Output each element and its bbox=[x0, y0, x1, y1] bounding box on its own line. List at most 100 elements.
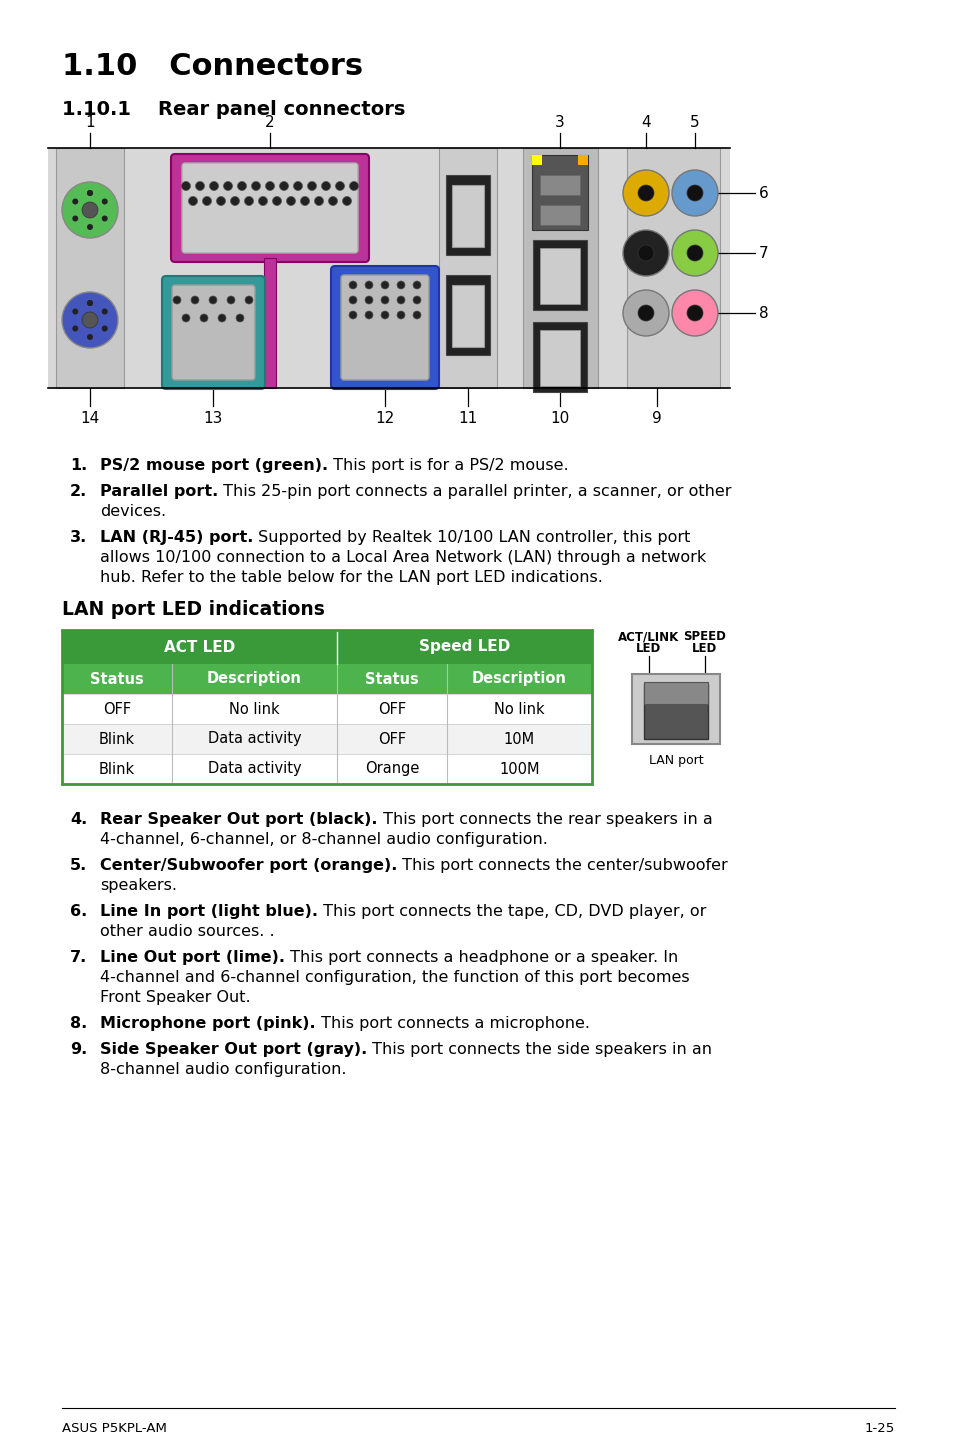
Text: 2: 2 bbox=[265, 115, 274, 129]
Circle shape bbox=[349, 280, 356, 289]
Text: 9.: 9. bbox=[70, 1043, 87, 1057]
Circle shape bbox=[294, 181, 302, 190]
Text: This port connects the center/subwoofer: This port connects the center/subwoofer bbox=[397, 858, 727, 873]
Text: devices.: devices. bbox=[100, 503, 166, 519]
Bar bbox=[62, 695, 592, 723]
Text: This port connects the rear speakers in a: This port connects the rear speakers in … bbox=[377, 812, 712, 827]
Text: Status: Status bbox=[90, 672, 144, 686]
Text: 4-channel, 6-channel, or 8-channel audio configuration.: 4-channel, 6-channel, or 8-channel audio… bbox=[100, 833, 547, 847]
Text: OFF: OFF bbox=[377, 732, 406, 746]
Circle shape bbox=[671, 230, 718, 276]
Bar bbox=[452, 186, 483, 247]
Circle shape bbox=[279, 181, 288, 190]
Circle shape bbox=[686, 244, 702, 262]
Text: 100M: 100M bbox=[498, 762, 539, 777]
Text: LED: LED bbox=[692, 641, 717, 654]
Circle shape bbox=[638, 305, 654, 321]
Text: 9: 9 bbox=[652, 411, 661, 426]
Text: 10: 10 bbox=[550, 411, 569, 426]
Circle shape bbox=[365, 311, 373, 319]
Text: This port connects the side speakers in an: This port connects the side speakers in … bbox=[367, 1043, 712, 1057]
Circle shape bbox=[273, 197, 281, 206]
Text: 12: 12 bbox=[375, 411, 395, 426]
Circle shape bbox=[622, 290, 668, 336]
Text: 1.10.1    Rear panel connectors: 1.10.1 Rear panel connectors bbox=[62, 101, 405, 119]
Text: Blink: Blink bbox=[99, 732, 135, 746]
Circle shape bbox=[235, 313, 244, 322]
Text: 8-channel audio configuration.: 8-channel audio configuration. bbox=[100, 1063, 346, 1077]
Circle shape bbox=[72, 325, 78, 332]
Circle shape bbox=[671, 170, 718, 216]
Circle shape bbox=[300, 197, 309, 206]
Text: This port is for a PS/2 mouse.: This port is for a PS/2 mouse. bbox=[328, 457, 568, 473]
Circle shape bbox=[686, 186, 702, 201]
Circle shape bbox=[286, 197, 295, 206]
Circle shape bbox=[172, 296, 181, 303]
Circle shape bbox=[413, 311, 420, 319]
Text: Speed LED: Speed LED bbox=[418, 640, 510, 654]
Circle shape bbox=[62, 183, 118, 239]
Circle shape bbox=[182, 313, 190, 322]
Circle shape bbox=[349, 296, 356, 303]
Bar bbox=[62, 630, 592, 784]
Text: This port connects the tape, CD, DVD player, or: This port connects the tape, CD, DVD pla… bbox=[317, 905, 705, 919]
Text: 14: 14 bbox=[80, 411, 99, 426]
Text: 7: 7 bbox=[759, 246, 768, 260]
Circle shape bbox=[396, 311, 405, 319]
FancyBboxPatch shape bbox=[182, 162, 357, 253]
Circle shape bbox=[62, 292, 118, 348]
Text: 3.: 3. bbox=[70, 531, 87, 545]
Text: 1.: 1. bbox=[70, 457, 87, 473]
Circle shape bbox=[72, 198, 78, 204]
Text: speakers.: speakers. bbox=[100, 879, 177, 893]
Bar bbox=[532, 155, 587, 230]
Text: Center/Subwoofer port (orange).: Center/Subwoofer port (orange). bbox=[100, 858, 397, 873]
Bar bbox=[62, 664, 592, 695]
Bar bbox=[643, 684, 707, 739]
Circle shape bbox=[87, 301, 92, 306]
Circle shape bbox=[265, 181, 274, 190]
Bar bbox=[533, 240, 586, 311]
Text: This 25-pin port connects a parallel printer, a scanner, or other: This 25-pin port connects a parallel pri… bbox=[218, 485, 731, 499]
Circle shape bbox=[349, 311, 356, 319]
Text: LAN port LED indications: LAN port LED indications bbox=[62, 600, 325, 618]
Text: 2.: 2. bbox=[70, 485, 87, 499]
Circle shape bbox=[686, 305, 702, 321]
Bar bbox=[62, 754, 592, 784]
Text: This port connects a microphone.: This port connects a microphone. bbox=[315, 1017, 589, 1031]
Circle shape bbox=[365, 296, 373, 303]
Circle shape bbox=[181, 181, 191, 190]
Circle shape bbox=[202, 197, 212, 206]
Text: Supported by Realtek 10/100 LAN controller, this port: Supported by Realtek 10/100 LAN controll… bbox=[253, 531, 690, 545]
Circle shape bbox=[380, 296, 389, 303]
Text: Rear Speaker Out port (black).: Rear Speaker Out port (black). bbox=[100, 812, 377, 827]
Circle shape bbox=[216, 197, 225, 206]
Text: 3: 3 bbox=[555, 115, 564, 129]
Bar bbox=[539, 247, 579, 303]
Text: ASUS P5KPL-AM: ASUS P5KPL-AM bbox=[62, 1422, 167, 1435]
Circle shape bbox=[413, 296, 420, 303]
Text: 5.: 5. bbox=[70, 858, 87, 873]
Text: 8.: 8. bbox=[70, 1017, 87, 1031]
Bar bbox=[532, 155, 541, 165]
Text: Microphone port (pink).: Microphone port (pink). bbox=[100, 1017, 315, 1031]
Circle shape bbox=[72, 309, 78, 315]
Circle shape bbox=[82, 312, 98, 328]
Text: 10M: 10M bbox=[503, 732, 535, 746]
Bar bbox=[522, 148, 598, 388]
Circle shape bbox=[87, 301, 92, 306]
Circle shape bbox=[231, 197, 239, 206]
Circle shape bbox=[307, 181, 316, 190]
Bar bbox=[539, 329, 579, 385]
Text: PS/2 mouse port (green).: PS/2 mouse port (green). bbox=[100, 457, 328, 473]
Text: 4.: 4. bbox=[70, 812, 87, 827]
Text: 11: 11 bbox=[457, 411, 477, 426]
Bar bbox=[446, 175, 490, 255]
Bar bbox=[539, 206, 579, 224]
Circle shape bbox=[245, 296, 253, 303]
Circle shape bbox=[209, 296, 216, 303]
FancyBboxPatch shape bbox=[171, 154, 369, 262]
Circle shape bbox=[638, 186, 654, 201]
Text: No link: No link bbox=[229, 702, 279, 716]
Circle shape bbox=[87, 190, 92, 196]
